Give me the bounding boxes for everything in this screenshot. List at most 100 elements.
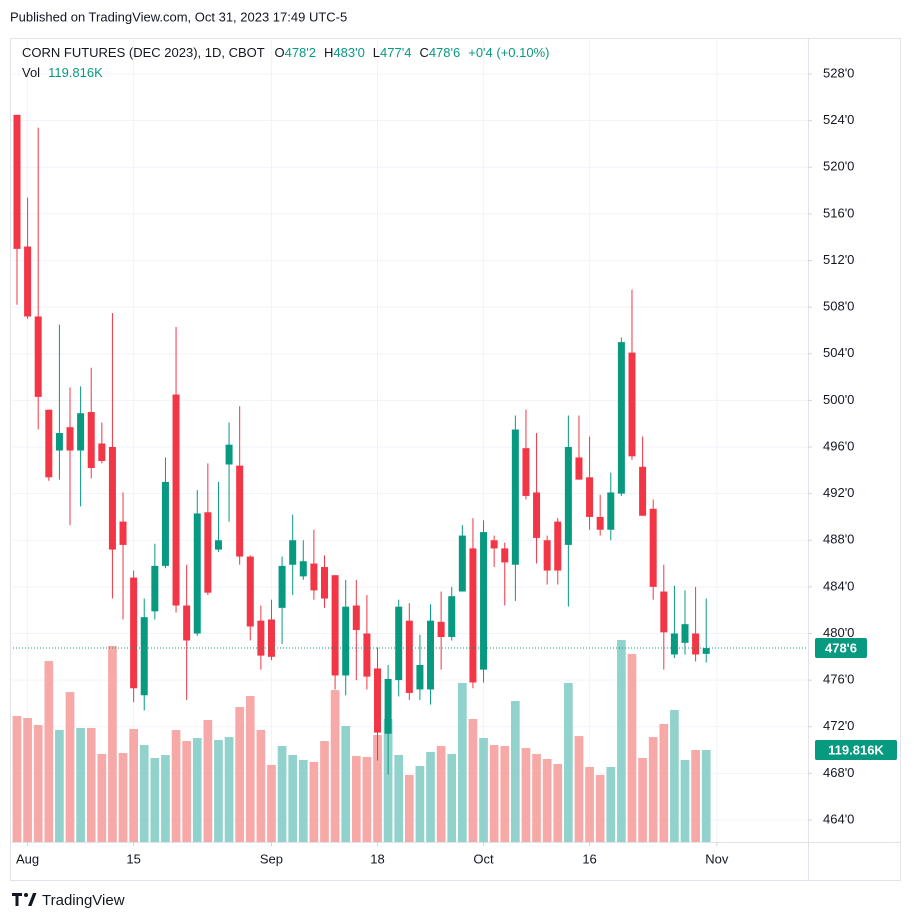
candle-body (331, 575, 339, 676)
volume-bar (680, 760, 690, 842)
volume-bar (415, 765, 425, 842)
candle-body (575, 457, 583, 480)
y-tick-label: 492'0 (823, 485, 854, 500)
volume-bar (277, 746, 287, 842)
volume-bar (489, 745, 499, 842)
legend-key: L (373, 45, 380, 60)
volume-bar (617, 640, 626, 842)
candle-body (448, 596, 456, 637)
volume-bar (585, 766, 594, 842)
volume-bar (521, 748, 531, 842)
y-tick-label: 484'0 (823, 578, 854, 593)
candle-body (98, 443, 106, 461)
candle-body (469, 548, 477, 683)
candle-body (554, 521, 562, 571)
y-tick-label: 508'0 (823, 299, 854, 314)
candle-body (607, 492, 615, 530)
volume-bar (648, 737, 658, 842)
legend-key: H (324, 45, 333, 60)
grid (10, 40, 808, 842)
candle-body (543, 540, 551, 571)
volume-bar (320, 741, 329, 842)
volume-bar (330, 690, 340, 842)
candle-body (511, 429, 519, 565)
volume-bar (86, 727, 96, 842)
candle-body (320, 567, 328, 599)
candle-body (681, 624, 689, 643)
candle-body (405, 620, 413, 693)
candle-body (45, 409, 53, 478)
volume-bar (203, 720, 213, 842)
volume-bar (500, 746, 510, 842)
y-tick-label: 500'0 (823, 392, 854, 407)
volume-bar (606, 766, 616, 842)
candle-body (130, 577, 138, 689)
volume-bar (638, 758, 647, 842)
volume-bar (627, 654, 637, 842)
candle-body (55, 433, 63, 451)
y-tick-label: 520'0 (823, 159, 854, 174)
candle-body (628, 352, 636, 457)
volume-bar (670, 710, 679, 842)
candle-body (522, 448, 530, 496)
volume-bar (341, 725, 351, 842)
y-tick-label: 504'0 (823, 345, 854, 360)
candle-body (416, 664, 424, 690)
candle-body (66, 427, 74, 451)
y-tick-label: 480'0 (823, 625, 854, 640)
candle-body (225, 444, 233, 465)
volume-bar (182, 741, 191, 842)
candle-body (214, 540, 222, 550)
candle-body (310, 563, 318, 591)
volume-bar (129, 728, 138, 842)
volume-bar (436, 746, 446, 842)
candle-body (267, 619, 275, 657)
candle-body (617, 342, 625, 494)
legend-value: 478'2 (285, 45, 316, 60)
candle-body (639, 466, 647, 516)
chart-frame (10, 38, 901, 881)
candle-body (458, 535, 466, 592)
volume-bar (12, 716, 22, 842)
brand-logo (12, 893, 37, 906)
y-tick-label: 476'0 (823, 672, 854, 687)
volume-bar (659, 723, 669, 842)
volume-bar (511, 701, 520, 842)
volume-bar (65, 692, 75, 842)
volume-bar (309, 761, 319, 842)
candle-body (108, 447, 116, 550)
volume-bar (468, 719, 478, 842)
candle-body (596, 516, 604, 530)
candle-body (34, 316, 42, 397)
volume-bar (532, 754, 541, 842)
y-tick-label: 512'0 (823, 252, 854, 267)
volume-bar (691, 750, 700, 842)
x-tick-label: Nov (705, 851, 729, 866)
published-note: Published on TradingView.com, Oct 31, 20… (10, 9, 347, 24)
volume-bar (267, 764, 276, 842)
volume-bar (479, 738, 488, 842)
last-price-tag (815, 638, 867, 659)
legend-change: +0'4 (+0.10%) (468, 45, 549, 60)
brand-name: TradingView (42, 892, 125, 909)
legend-value: 477'4 (380, 45, 411, 60)
logo-slash (28, 893, 37, 906)
volume-bar (362, 757, 372, 842)
volume-bar (351, 756, 361, 842)
y-tick-label: 496'0 (823, 438, 854, 453)
volume-legend-name: Vol (22, 65, 40, 80)
y-tick-label: 528'0 (823, 65, 854, 80)
volume-bar (288, 755, 298, 842)
x-tick-label: 16 (582, 851, 596, 866)
candle-body (586, 477, 594, 517)
candle-body (151, 565, 159, 612)
volume-bar (564, 682, 573, 842)
candle-body (660, 591, 668, 633)
volume-bar (701, 750, 711, 842)
candle-body (692, 633, 700, 655)
volume-bar (55, 729, 64, 842)
volume-tag (815, 740, 897, 761)
candle-body (289, 540, 297, 565)
